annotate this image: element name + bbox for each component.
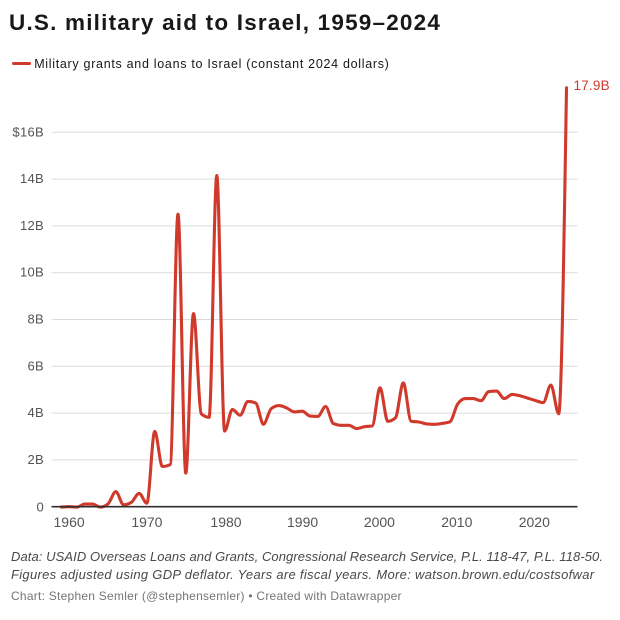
svg-text:17.9B: 17.9B: [574, 78, 610, 93]
svg-text:12B: 12B: [20, 218, 44, 233]
svg-text:1980: 1980: [210, 514, 241, 530]
svg-text:4B: 4B: [27, 405, 44, 420]
svg-text:1970: 1970: [131, 514, 162, 530]
svg-text:2010: 2010: [441, 514, 472, 530]
svg-text:10B: 10B: [20, 265, 44, 280]
svg-text:6B: 6B: [27, 358, 44, 373]
svg-text:1990: 1990: [287, 514, 318, 530]
svg-text:2020: 2020: [519, 514, 550, 530]
svg-text:1960: 1960: [54, 514, 85, 530]
svg-text:2000: 2000: [364, 514, 395, 530]
svg-text:0: 0: [36, 500, 44, 515]
svg-text:$16B: $16B: [12, 124, 44, 139]
svg-text:2B: 2B: [27, 452, 44, 467]
svg-text:8B: 8B: [27, 312, 44, 327]
svg-text:14B: 14B: [20, 171, 44, 186]
